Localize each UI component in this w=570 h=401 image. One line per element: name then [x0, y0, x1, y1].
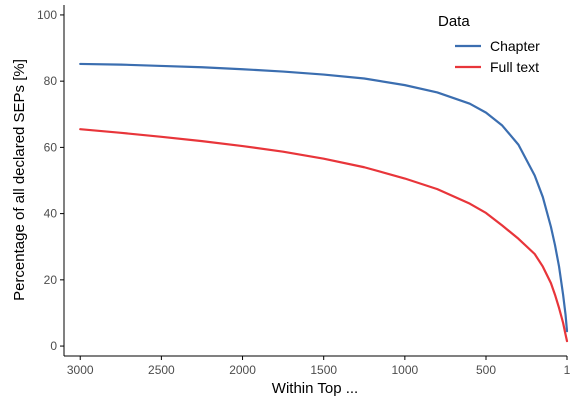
series-lines	[79, 62, 569, 343]
y-axis-title: Percentage of all declared SEPs [%]	[11, 59, 28, 301]
series-line-full-text	[79, 128, 569, 343]
y-tick-label: 0	[50, 339, 57, 353]
y-tick-label: 100	[37, 8, 57, 22]
y-tick-label: 80	[44, 74, 58, 88]
legend-label-chapter: Chapter	[490, 38, 540, 54]
x-tick-label: 2000	[229, 363, 256, 377]
x-tick-label: 1000	[392, 363, 419, 377]
x-axis-ticks: 3000 2500 2000 1500 1000 500 1	[67, 356, 570, 377]
y-tick-label: 40	[44, 207, 58, 221]
x-tick-label: 3000	[67, 363, 94, 377]
x-tick-label: 2500	[148, 363, 175, 377]
y-axis-ticks: 0 20 40 60 80 100	[37, 8, 64, 353]
legend-title: Data	[438, 13, 470, 30]
legend-label-full-text: Full text	[490, 59, 539, 75]
legend: Data Chapter Full text	[438, 13, 540, 75]
x-tick-label: 500	[476, 363, 496, 377]
x-tick-label: 1500	[310, 363, 337, 377]
axes	[63, 5, 567, 357]
y-tick-label: 20	[44, 273, 58, 287]
x-tick-label: 1	[564, 363, 570, 377]
x-axis-title: Within Top ...	[272, 380, 358, 397]
y-tick-label: 60	[44, 140, 58, 154]
series-line-chapter	[79, 62, 569, 333]
